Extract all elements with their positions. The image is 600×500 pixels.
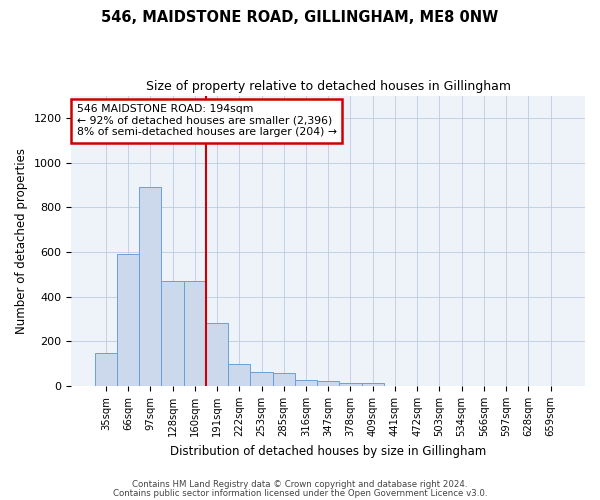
Text: 546, MAIDSTONE ROAD, GILLINGHAM, ME8 0NW: 546, MAIDSTONE ROAD, GILLINGHAM, ME8 0NW: [101, 10, 499, 25]
Text: 546 MAIDSTONE ROAD: 194sqm
← 92% of detached houses are smaller (2,396)
8% of se: 546 MAIDSTONE ROAD: 194sqm ← 92% of deta…: [77, 104, 337, 138]
Bar: [228, 364, 250, 386]
Bar: [362, 384, 384, 386]
Bar: [250, 372, 272, 386]
X-axis label: Distribution of detached houses by size in Gillingham: Distribution of detached houses by size …: [170, 444, 487, 458]
Bar: [295, 380, 317, 386]
Bar: [340, 383, 362, 386]
Text: Contains public sector information licensed under the Open Government Licence v3: Contains public sector information licen…: [113, 488, 487, 498]
Bar: [117, 254, 139, 386]
Title: Size of property relative to detached houses in Gillingham: Size of property relative to detached ho…: [146, 80, 511, 93]
Bar: [139, 186, 161, 386]
Y-axis label: Number of detached properties: Number of detached properties: [15, 148, 28, 334]
Text: Contains HM Land Registry data © Crown copyright and database right 2024.: Contains HM Land Registry data © Crown c…: [132, 480, 468, 489]
Bar: [206, 323, 228, 386]
Bar: [95, 353, 117, 386]
Bar: [272, 372, 295, 386]
Bar: [161, 281, 184, 386]
Bar: [184, 282, 206, 386]
Bar: [317, 381, 340, 386]
